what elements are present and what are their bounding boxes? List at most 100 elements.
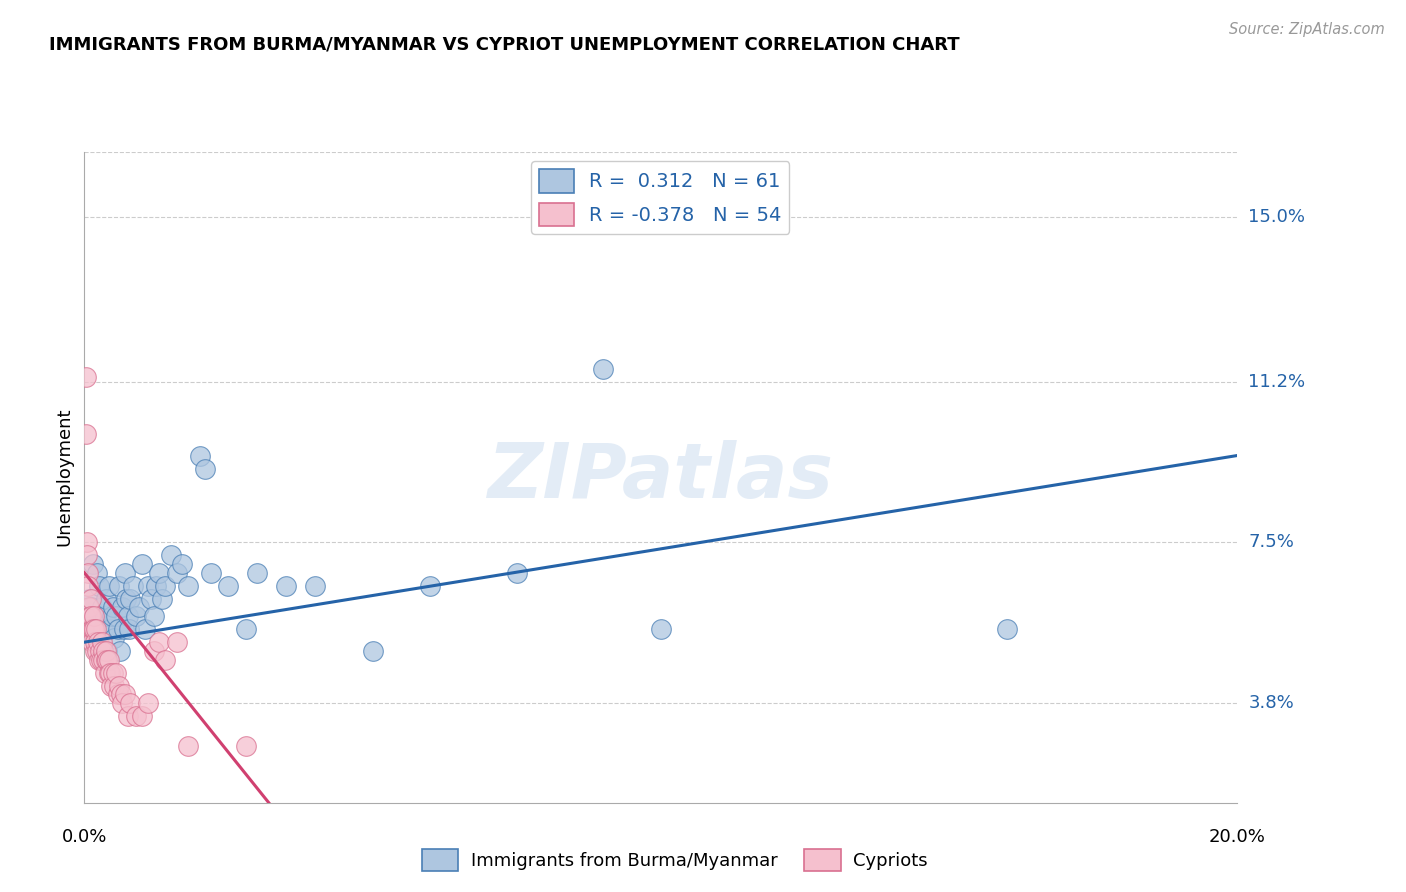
Point <box>83 609 105 624</box>
Point <box>76 622 98 636</box>
Point <box>87 579 110 593</box>
Point <box>75 370 97 384</box>
Point <box>150 591 173 606</box>
Point <box>100 679 122 693</box>
Legend: R =  0.312   N = 61, R = -0.378   N = 54: R = 0.312 N = 61, R = -0.378 N = 54 <box>531 161 789 234</box>
Point <box>108 579 131 593</box>
Point <box>122 579 145 593</box>
Point <box>139 591 162 606</box>
Point <box>93 665 115 680</box>
Point <box>361 644 384 658</box>
Point <box>79 609 101 624</box>
Point <box>75 426 97 441</box>
Point <box>177 739 200 754</box>
Point <box>82 635 104 649</box>
Point <box>136 579 159 593</box>
Point <box>93 609 115 624</box>
Text: ZIPatlas: ZIPatlas <box>488 441 834 514</box>
Point <box>105 665 128 680</box>
Text: 20.0%: 20.0% <box>1209 828 1265 846</box>
Point <box>89 644 111 658</box>
Point <box>153 579 176 593</box>
Point <box>128 600 150 615</box>
Point <box>166 635 188 649</box>
Point <box>131 557 153 571</box>
Point <box>112 622 135 636</box>
Point <box>114 566 136 580</box>
Point <box>235 622 257 636</box>
Point <box>97 665 120 680</box>
Point <box>110 687 132 701</box>
Point <box>108 679 131 693</box>
Point <box>96 644 118 658</box>
Point <box>115 591 138 606</box>
Point <box>83 644 105 658</box>
Point <box>166 566 188 580</box>
Point <box>91 644 114 658</box>
Point <box>160 549 183 563</box>
Point <box>103 679 125 693</box>
Point <box>153 652 176 666</box>
Point <box>89 635 111 649</box>
Text: 11.2%: 11.2% <box>1249 373 1306 391</box>
Text: 15.0%: 15.0% <box>1249 208 1305 226</box>
Point <box>103 665 124 680</box>
Point <box>592 361 614 376</box>
Point <box>80 591 103 606</box>
Point <box>82 622 104 636</box>
Point <box>177 579 200 593</box>
Point <box>86 644 108 658</box>
Point <box>131 709 153 723</box>
Point <box>96 652 118 666</box>
Legend: Immigrants from Burma/Myanmar, Cypriots: Immigrants from Burma/Myanmar, Cypriots <box>415 842 935 879</box>
Point <box>194 461 217 475</box>
Point <box>148 635 170 649</box>
Point <box>148 566 170 580</box>
Point <box>89 652 111 666</box>
Point <box>77 591 100 606</box>
Point <box>80 600 103 615</box>
Point <box>218 579 240 593</box>
Point <box>142 609 165 624</box>
Point <box>118 622 141 636</box>
Point <box>79 622 101 636</box>
Point <box>111 600 134 615</box>
Point <box>98 622 121 636</box>
Point <box>246 566 269 580</box>
Point <box>120 591 142 606</box>
Text: Source: ZipAtlas.com: Source: ZipAtlas.com <box>1229 22 1385 37</box>
Point <box>114 687 136 701</box>
Point <box>506 566 529 580</box>
Point <box>125 609 148 624</box>
Point <box>108 644 131 658</box>
Point <box>87 635 110 649</box>
Point <box>172 557 194 571</box>
Point <box>94 652 117 666</box>
Point <box>188 449 211 463</box>
Point <box>103 600 124 615</box>
Point <box>995 622 1018 636</box>
Point <box>79 609 101 624</box>
Point <box>84 609 107 624</box>
Point <box>98 652 121 666</box>
Y-axis label: Unemployment: Unemployment <box>55 408 73 547</box>
Point <box>87 652 110 666</box>
Point <box>76 566 98 580</box>
Point <box>84 635 107 649</box>
Text: 7.5%: 7.5% <box>1249 533 1295 551</box>
Point <box>80 622 103 636</box>
Point <box>90 600 112 615</box>
Point <box>142 644 165 658</box>
Point <box>83 622 105 636</box>
Point <box>117 709 139 723</box>
Text: IMMIGRANTS FROM BURMA/MYANMAR VS CYPRIOT UNEMPLOYMENT CORRELATION CHART: IMMIGRANTS FROM BURMA/MYANMAR VS CYPRIOT… <box>49 36 960 54</box>
Point <box>98 665 121 680</box>
Point <box>145 579 167 593</box>
Point <box>91 622 114 636</box>
Text: 3.8%: 3.8% <box>1249 694 1294 712</box>
Point <box>80 609 103 624</box>
Point <box>77 600 100 615</box>
Text: 0.0%: 0.0% <box>62 828 107 846</box>
Point <box>111 696 134 710</box>
Point <box>419 579 441 593</box>
